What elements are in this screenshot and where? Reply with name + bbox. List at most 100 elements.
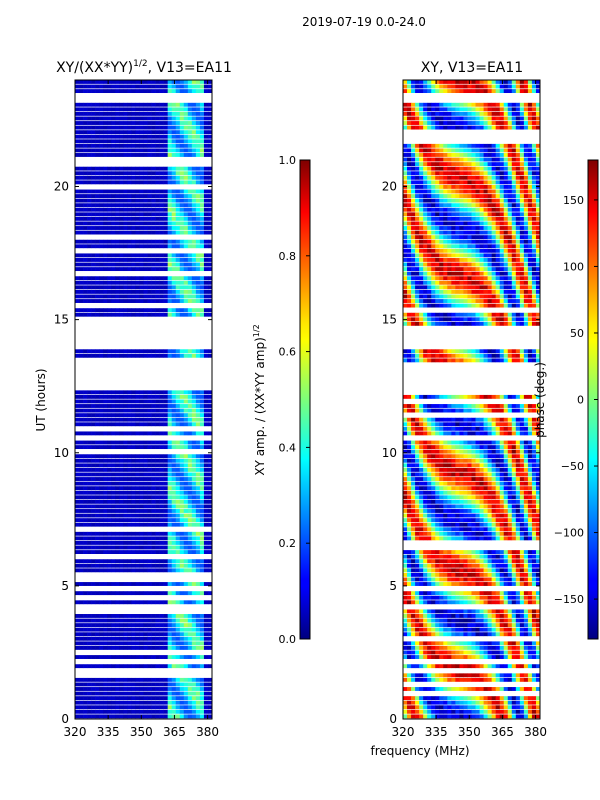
heatmap-cell [403,522,408,527]
heatmap-cell [207,107,212,112]
heatmap-cell [107,139,112,144]
heatmap-cell [183,568,189,573]
heatmap-cell [463,600,468,605]
heatmap-cell [175,677,181,682]
heatmap-cell [171,509,177,513]
heatmap-cell [159,413,164,418]
heatmap-cell [139,143,144,148]
heatmap-cell [475,664,480,669]
heatmap-cell [83,582,88,586]
heatmap-cell [435,709,440,714]
heatmap-cell [467,554,472,559]
heatmap-cell [155,495,160,500]
heatmap-cell [503,472,509,477]
heatmap-cell [195,677,201,682]
heatmap-cell [79,490,84,495]
heatmap-cell [127,353,132,358]
heatmap-cell [475,477,480,481]
heatmap-cell [139,518,144,523]
heatmap-cell [83,294,88,299]
heatmap-cell [175,194,181,198]
heatmap-cell [115,353,120,358]
heatmap-cell [135,166,140,171]
heatmap-cell [135,677,140,682]
heatmap-cell [123,189,128,194]
heatmap-cell [423,477,428,481]
heatmap-cell [463,627,468,632]
heatmap-cell [127,125,132,130]
heatmap-cell [95,166,100,171]
heatmap-cell [95,531,100,536]
heatmap-cell [423,486,428,491]
heatmap-cell [155,682,160,687]
heatmap-cell [499,591,505,596]
heatmap-cell [447,495,452,500]
heatmap-cell [531,714,537,719]
heatmap-cell [175,175,181,180]
heatmap-cell [411,572,416,577]
heatmap-cell [407,522,412,527]
heatmap-cell [199,230,205,235]
heatmap-cell [159,180,164,185]
heatmap-cell [115,258,120,262]
heatmap-cell [411,513,416,518]
heatmap-cell [479,477,484,481]
heatmap-cell [91,614,96,618]
heatmap-cell [103,513,108,518]
heatmap-cell [495,600,501,605]
heatmap-cell [99,559,104,564]
heatmap-cell [407,618,412,623]
heatmap-cell [91,399,96,404]
heatmap-cell [519,563,525,568]
heatmap-cell [179,203,185,208]
heatmap-cell [167,536,173,541]
heatmap-cell [163,591,168,596]
heatmap-cell [403,481,408,486]
heatmap-cell [91,280,96,285]
heatmap-cell [203,509,209,513]
heatmap-cell [143,486,148,491]
heatmap-cell [131,641,136,646]
heatmap-cell [443,499,448,504]
heatmap-cell [503,554,509,559]
heatmap-cell [171,636,177,641]
heatmap-cell [187,408,193,413]
heatmap-cell [83,166,88,171]
heatmap-cell [123,207,128,212]
heatmap-cell [95,349,100,354]
heatmap-cell [95,253,100,258]
heatmap-cell [491,527,496,532]
heatmap-cell [79,166,84,171]
heatmap-cell [103,139,108,144]
heatmap-cell [495,677,501,682]
heatmap-cell [143,422,148,427]
heatmap-cell [75,645,80,650]
heatmap-cell [179,540,185,545]
heatmap-cell [151,189,156,194]
heatmap-cell [419,641,424,646]
heatmap-cell [183,481,189,486]
heatmap-cell [91,486,96,491]
heatmap-cell [131,550,136,554]
heatmap-cell [159,623,164,628]
heatmap-cell [151,175,156,180]
heatmap-cell [123,445,128,450]
heatmap-cell [191,194,197,198]
heatmap-cell [151,472,156,477]
heatmap-cell [455,591,460,596]
heatmap-cell [75,267,80,272]
heatmap-cell [119,645,124,650]
heatmap-cell [99,262,104,267]
heatmap-cell [199,536,205,541]
heatmap-cell [195,294,201,299]
heatmap-cell [139,481,144,486]
heatmap-cell [195,312,201,317]
heatmap-cell [487,714,492,719]
heatmap-cell [99,709,104,714]
heatmap-cell [415,522,420,527]
heatmap-cell [155,153,160,157]
heatmap-cell [183,709,189,714]
heatmap-cell [139,664,144,669]
heatmap-cell [427,477,432,481]
heatmap-cell [415,577,420,582]
